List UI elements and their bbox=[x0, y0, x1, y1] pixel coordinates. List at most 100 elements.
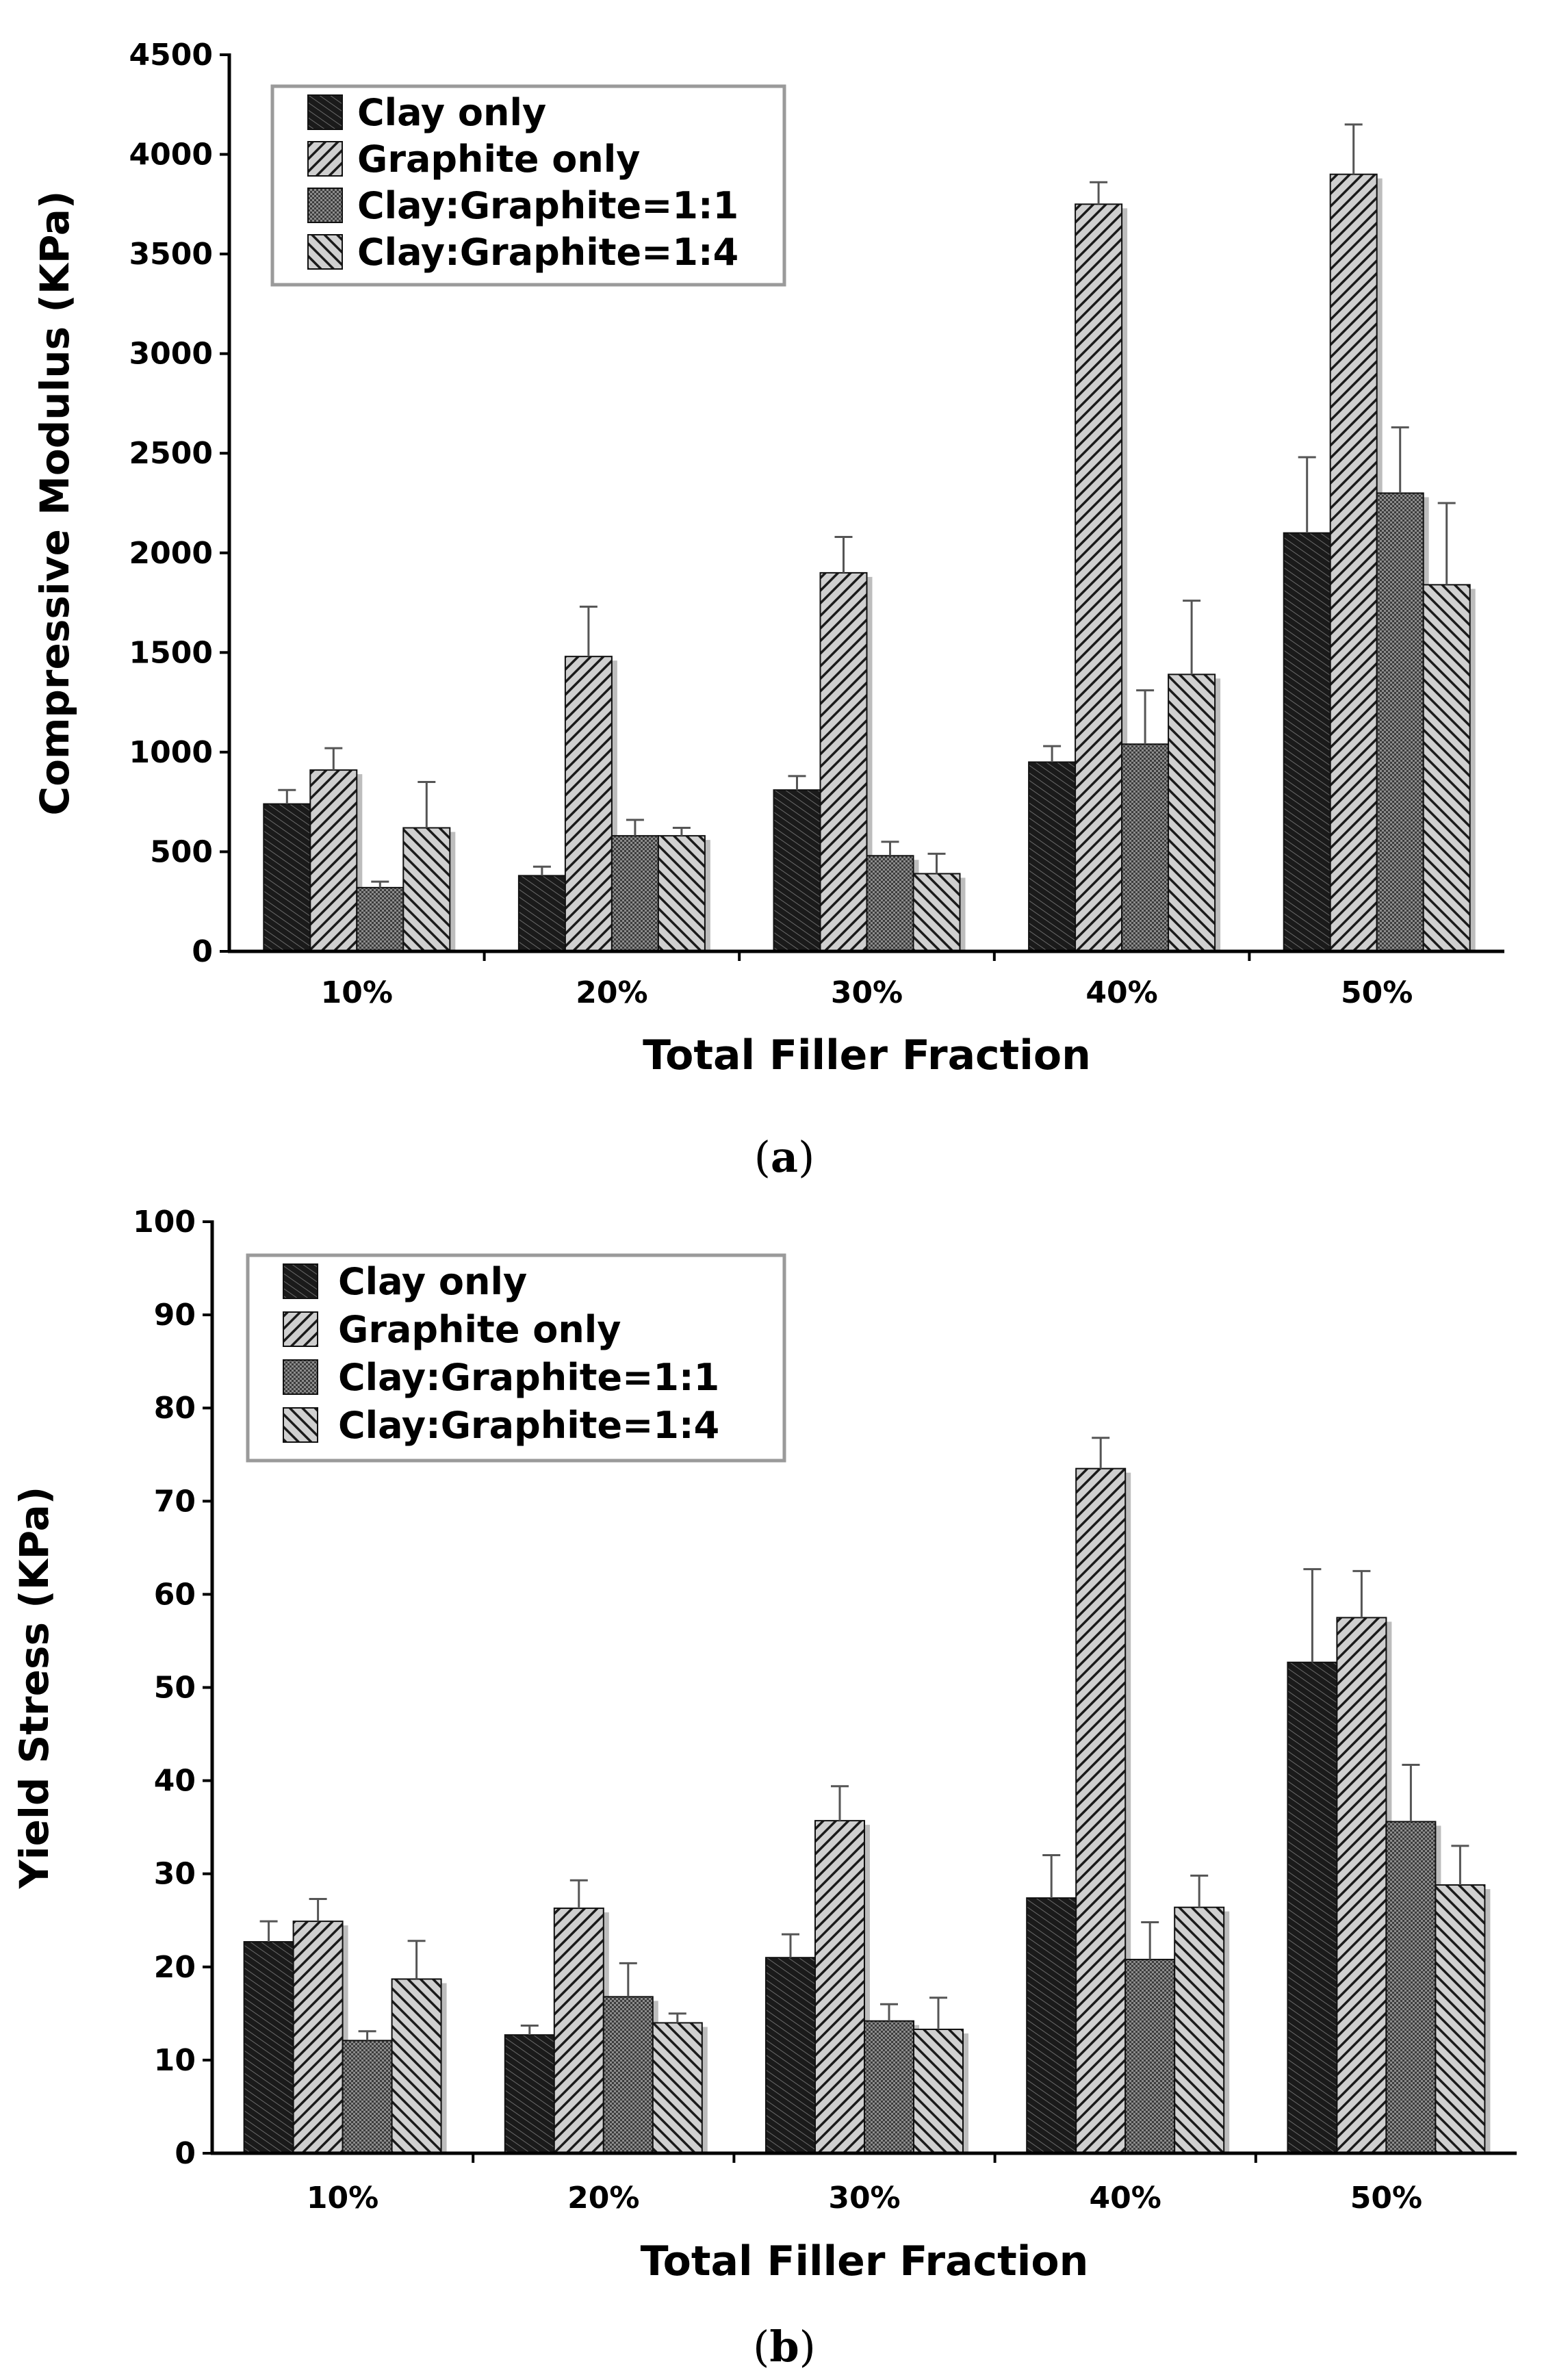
chart-yield-stress: 0 10 20 30 40 50 60 70 80 90 100 10% 20% 30% 40% 50% Y… bbox=[11, 1205, 1517, 2372]
bar-clay-graphite-1-1-40 bbox=[1121, 743, 1170, 952]
figure-caption: (b) bbox=[753, 2322, 816, 2372]
x-tick-label: 40% bbox=[1090, 2181, 1161, 2216]
y-tick-label: 2500 bbox=[129, 436, 213, 471]
y-tick-label: 3000 bbox=[129, 337, 213, 372]
y-tick-label: 0 bbox=[175, 2136, 196, 2171]
y-tick-label: 70 bbox=[154, 1484, 196, 1519]
bar-clay-graphite-1-1-20 bbox=[602, 1996, 654, 2155]
bar-clay-graphite-1-1-30 bbox=[864, 2020, 914, 2155]
figure-caption: (a) bbox=[754, 1132, 815, 1182]
bar-clay-only-20 bbox=[504, 2034, 555, 2155]
legend-swatch-clay-only bbox=[307, 94, 343, 130]
bar-graphite-only-30 bbox=[814, 1820, 865, 2155]
x-tick-label: 10% bbox=[321, 975, 393, 1010]
x-tick-label: 50% bbox=[1350, 2181, 1422, 2216]
x-tick-label: 50% bbox=[1341, 975, 1413, 1010]
bar-clay-graphite-1-4-10 bbox=[391, 1978, 442, 2154]
y-tick-label: 3500 bbox=[129, 237, 213, 272]
bar-clay-only-40 bbox=[1026, 1897, 1077, 2154]
y-tick-label: 50 bbox=[154, 1671, 196, 1706]
y-tick-label: 20 bbox=[154, 1950, 196, 1985]
bar-clay-only-20 bbox=[517, 875, 566, 953]
legend-swatch-graphite-only bbox=[283, 1311, 318, 1347]
legend-label: Clay:Graphite=1:4 bbox=[338, 1404, 719, 1447]
x-tick-label: 40% bbox=[1085, 975, 1157, 1010]
y-tick-label: 100 bbox=[133, 1205, 196, 1240]
bar-clay-graphite-1-1-20 bbox=[611, 835, 659, 952]
legend-swatch-clay-graphite-1-4 bbox=[307, 234, 343, 270]
caption-letter: b bbox=[769, 2322, 799, 2372]
y-tick-label: 4500 bbox=[129, 38, 213, 73]
legend-label: Graphite only bbox=[338, 1308, 621, 1351]
x-tick-label: 20% bbox=[567, 2181, 639, 2216]
legend-swatch-clay-only bbox=[283, 1263, 318, 1299]
bar-clay-graphite-1-4-50 bbox=[1435, 1884, 1486, 2154]
y-tick-label: 10 bbox=[154, 2043, 196, 2078]
bar-graphite-only-10 bbox=[309, 769, 358, 952]
bar-graphite-only-10 bbox=[292, 1921, 344, 2155]
caption-close: ) bbox=[798, 1132, 814, 1182]
bar-clay-graphite-1-1-40 bbox=[1124, 1958, 1176, 2155]
bar-clay-graphite-1-4-50 bbox=[1422, 584, 1471, 952]
legend-box bbox=[270, 84, 786, 287]
x-tick-label: 10% bbox=[307, 2181, 378, 2216]
y-tick-label: 4000 bbox=[129, 138, 213, 172]
bar-graphite-only-40 bbox=[1075, 203, 1123, 952]
x-axis-label: Total Filler Fraction bbox=[641, 2237, 1089, 2285]
bar-clay-graphite-1-4-40 bbox=[1174, 1906, 1225, 2155]
legend-label: Clay:Graphite=1:1 bbox=[338, 1356, 719, 1399]
legend-label: Clay only bbox=[357, 91, 546, 134]
caption-letter: a bbox=[771, 1132, 798, 1182]
bar-clay-graphite-1-4-30 bbox=[912, 873, 961, 953]
y-axis-label: Compressive Modulus (KPa) bbox=[31, 191, 78, 816]
x-axis-label: Total Filler Fraction bbox=[643, 1031, 1091, 1079]
chart-compressive-modulus: 0 500 1000 1500 2000 2500 3000 3500 4000 4500 10%… bbox=[31, 38, 1504, 1182]
bar-graphite-only-20 bbox=[553, 1908, 604, 2154]
y-tick-label: 60 bbox=[154, 1577, 196, 1612]
bar-graphite-only-20 bbox=[564, 656, 613, 953]
bar-clay-only-30 bbox=[765, 1957, 816, 2154]
bar-clay-only-10 bbox=[263, 803, 311, 952]
legend-box bbox=[246, 1253, 786, 1463]
y-tick-label: 500 bbox=[150, 834, 213, 869]
legend: Clay only Graphite only Clay:Graphite=1:1 C… bbox=[246, 1253, 786, 1463]
bar-clay-graphite-1-1-30 bbox=[866, 855, 914, 953]
bar-clay-graphite-1-1-50 bbox=[1385, 1821, 1437, 2154]
bar-clay-only-30 bbox=[773, 789, 821, 952]
caption-close: ) bbox=[799, 2322, 816, 2372]
y-tick-label: 1000 bbox=[129, 735, 213, 770]
bar-clay-only-10 bbox=[243, 1941, 294, 2154]
bar-clay-graphite-1-1-10 bbox=[356, 886, 404, 953]
legend-label: Graphite only bbox=[357, 138, 641, 181]
legend-label: Clay:Graphite=1:1 bbox=[357, 184, 738, 227]
y-tick-label: 2000 bbox=[129, 536, 213, 571]
y-tick-label: 0 bbox=[192, 934, 213, 969]
bar-clay-graphite-1-4-10 bbox=[402, 827, 451, 952]
caption-open: ( bbox=[753, 2322, 769, 2372]
bar-clay-graphite-1-4-20 bbox=[652, 2022, 703, 2154]
x-tick-label: 30% bbox=[831, 975, 903, 1010]
y-tick-label: 90 bbox=[154, 1298, 196, 1333]
caption-open: ( bbox=[754, 1132, 771, 1182]
y-axis-label: Yield Stress (KPa) bbox=[11, 1487, 57, 1890]
y-tick-label: 80 bbox=[154, 1391, 196, 1426]
x-tick-label: 20% bbox=[576, 975, 647, 1010]
bar-clay-only-50 bbox=[1283, 532, 1331, 952]
y-tick-label: 30 bbox=[154, 1857, 196, 1892]
x-tick-label: 30% bbox=[828, 2181, 900, 2216]
legend-label: Clay only bbox=[338, 1260, 527, 1303]
bar-clay-only-50 bbox=[1287, 1661, 1338, 2154]
bar-graphite-only-40 bbox=[1075, 1467, 1127, 2155]
bar-clay-only-40 bbox=[1028, 761, 1077, 952]
bar-graphite-only-50 bbox=[1329, 173, 1378, 953]
bar-clay-graphite-1-4-20 bbox=[657, 835, 706, 952]
legend-swatch-clay-graphite-1-4 bbox=[283, 1407, 318, 1443]
bar-clay-graphite-1-4-30 bbox=[913, 2028, 964, 2155]
bar-graphite-only-50 bbox=[1336, 1617, 1387, 2155]
legend-swatch-graphite-only bbox=[307, 141, 343, 177]
y-tick-label: 40 bbox=[154, 1764, 196, 1799]
bar-graphite-only-30 bbox=[819, 572, 868, 952]
legend-label: Clay:Graphite=1:4 bbox=[357, 231, 738, 274]
